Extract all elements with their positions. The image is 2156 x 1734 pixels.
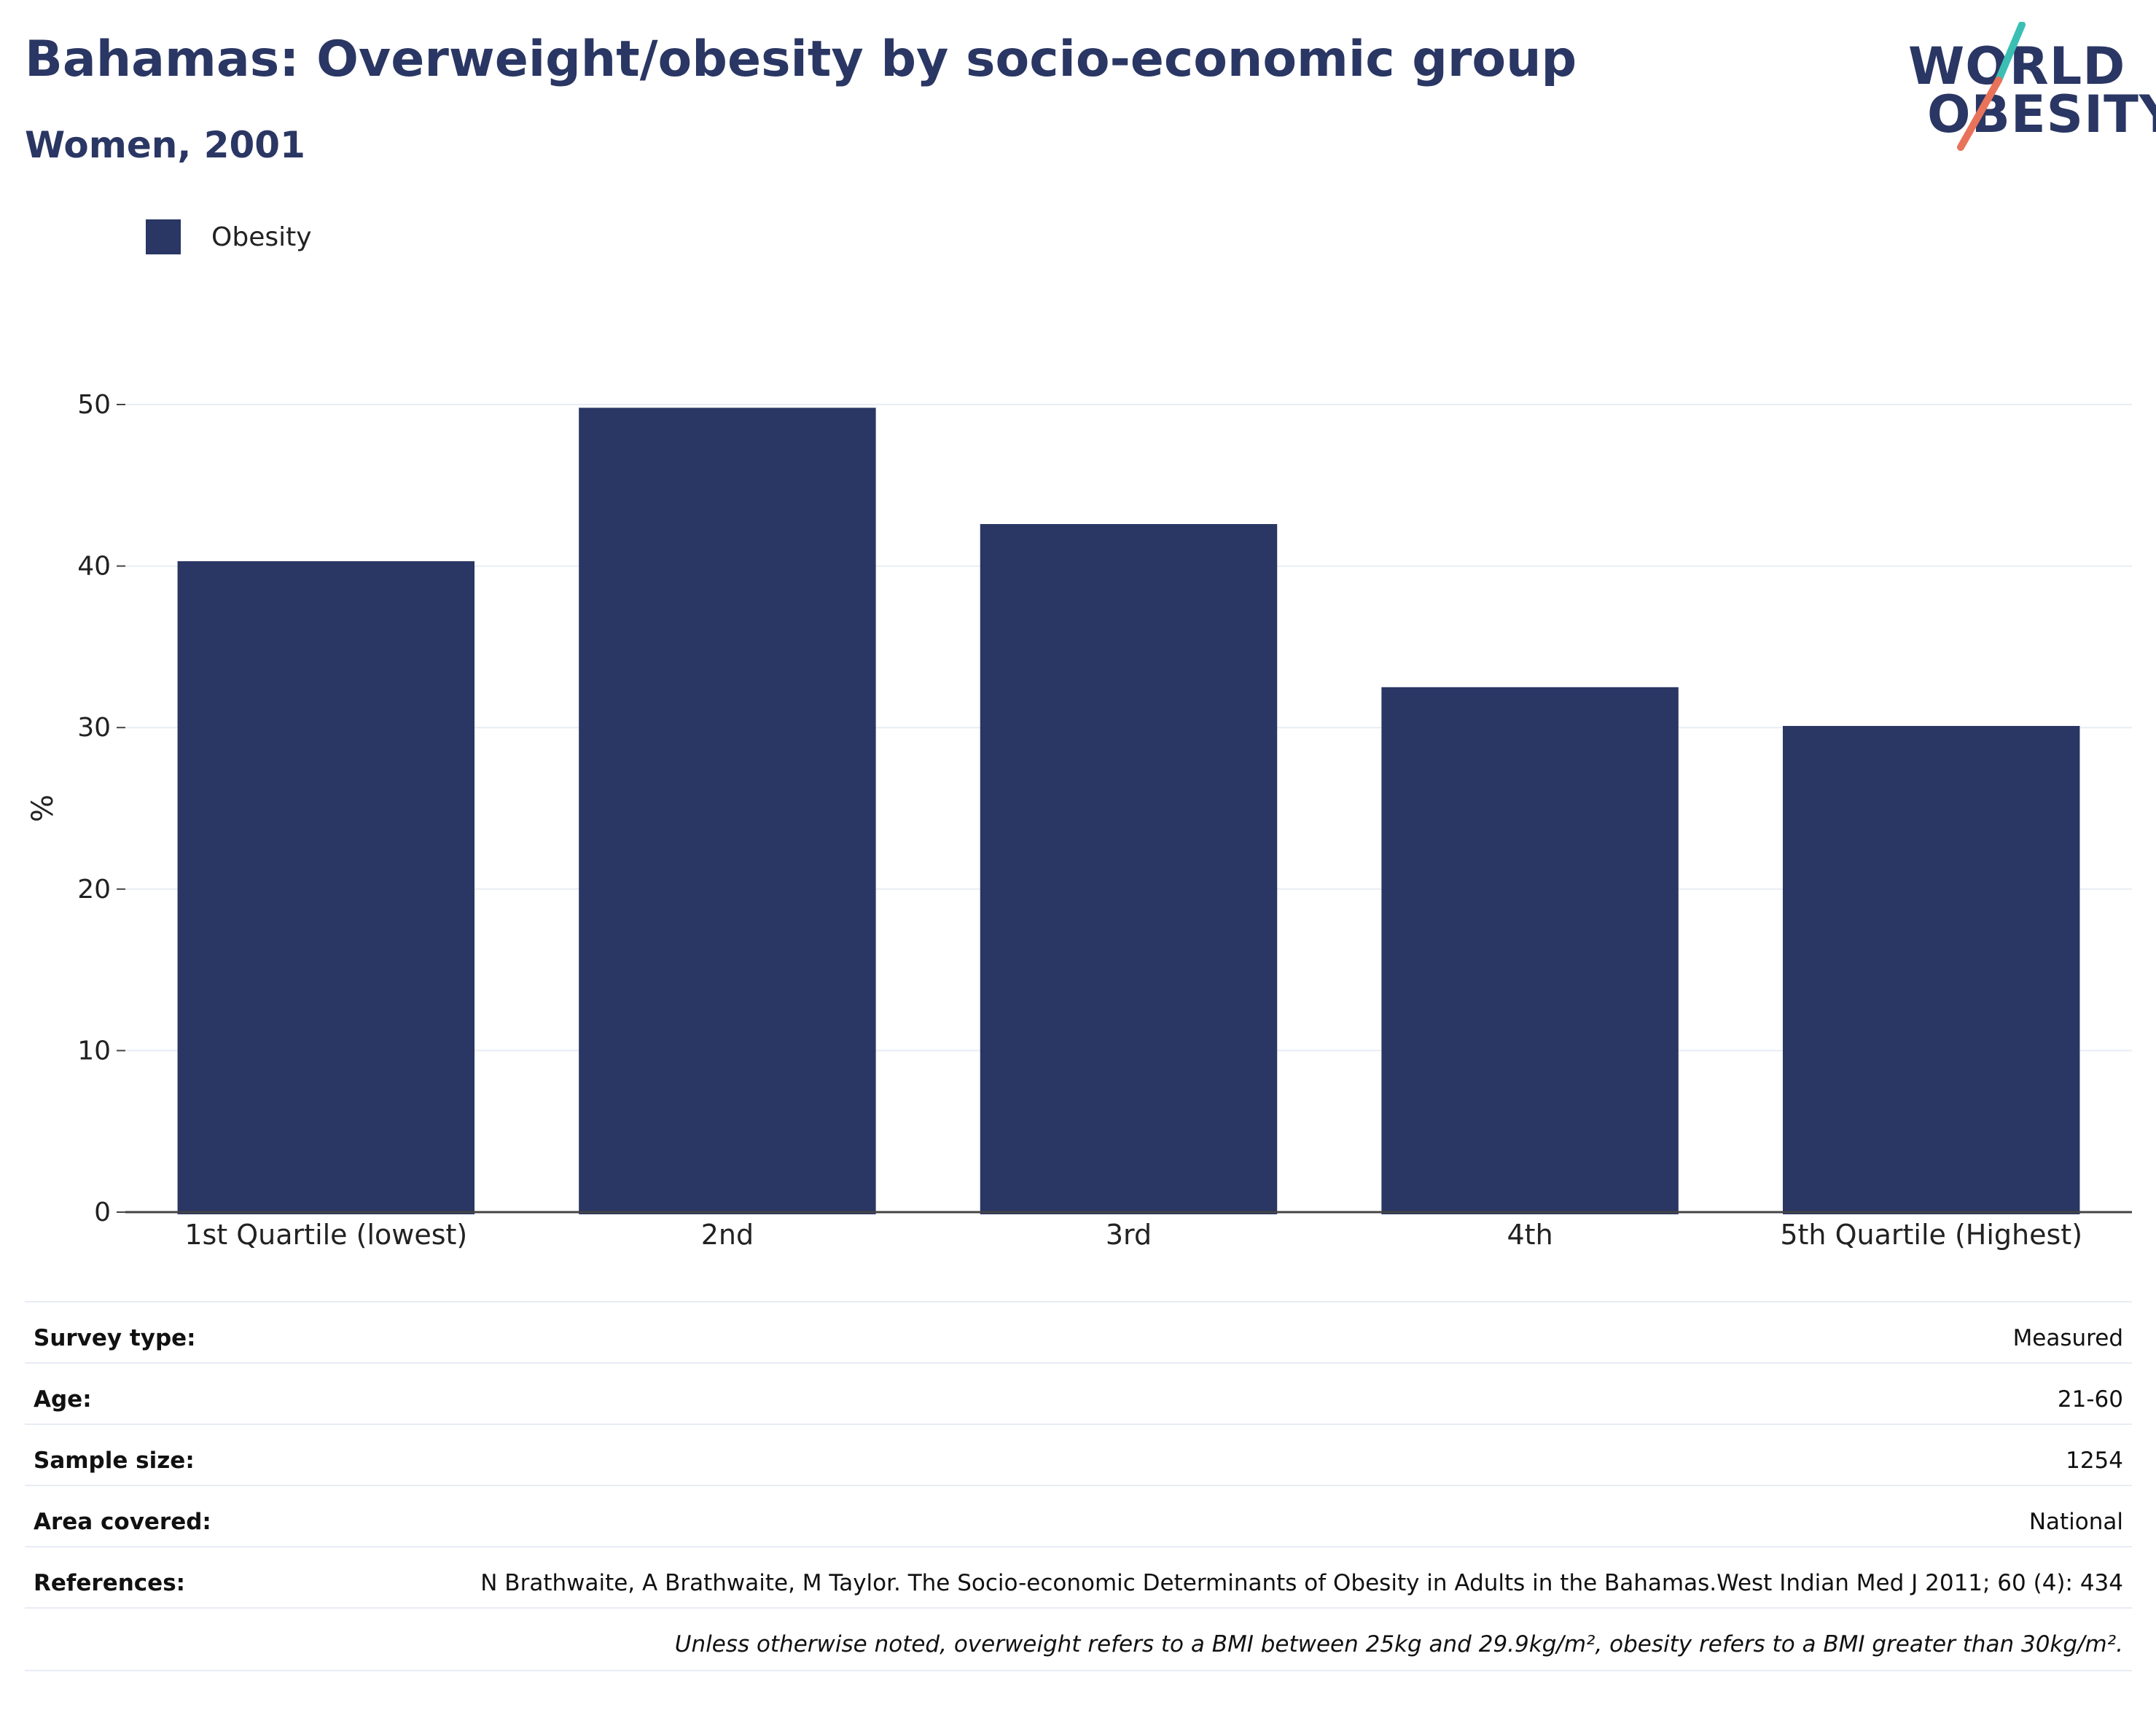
- y-tick-label: 10: [77, 1036, 111, 1066]
- logo-slash-icon: [1957, 22, 2026, 151]
- info-label: Area covered:: [25, 1485, 421, 1547]
- legend-swatch-obesity: [146, 219, 181, 254]
- logo-slash-teal: [1995, 22, 2026, 84]
- y-tick-label: 20: [77, 875, 111, 905]
- info-value: 1254: [421, 1423, 2132, 1485]
- bmi-definition-note: Unless otherwise noted, overweight refer…: [25, 1607, 2132, 1671]
- world-obesity-logo: WORLD OBESITY: [1902, 22, 2156, 153]
- bar-chart: 0 10 20 30 40 50% 1st Quartile (lowest) 2nd 3rd 4…: [26, 390, 2132, 1251]
- info-row: Area covered: National: [25, 1485, 2132, 1547]
- y-tick-label: 0: [94, 1198, 111, 1227]
- info-label: Sample size:: [25, 1423, 421, 1485]
- info-note-row: Unless otherwise noted, overweight refer…: [25, 1607, 2132, 1671]
- info-value: 21-60: [421, 1362, 2132, 1424]
- chart-title: Bahamas: Overweight/obesity by socio-eco…: [25, 31, 1577, 88]
- bar-5: [1782, 725, 2080, 1214]
- chart-subtitle: Women, 2001: [25, 124, 305, 166]
- bar-4: [1381, 687, 1679, 1214]
- survey-info-table: Survey type: Measured Age: 21-60 Sample size…: [25, 1301, 2132, 1671]
- y-tick-label: 30: [77, 713, 111, 743]
- bar-2: [579, 407, 876, 1214]
- y-tick-label: 50: [77, 390, 111, 420]
- info-row: Age: 21-60: [25, 1362, 2132, 1424]
- logo-word-obesity: OBESITY: [1927, 85, 2156, 144]
- legend-label-obesity: Obesity: [211, 222, 312, 252]
- chart-legend: Obesity: [146, 219, 312, 255]
- x-tick-label: 2nd: [701, 1219, 754, 1251]
- info-value: Measured: [421, 1301, 2132, 1363]
- info-label: Survey type:: [25, 1301, 421, 1363]
- bar-1: [177, 561, 475, 1214]
- x-tick-label: 4th: [1507, 1219, 1553, 1251]
- logo-slash-coral: [1957, 77, 2002, 151]
- info-row: Sample size: 1254: [25, 1423, 2132, 1485]
- info-label: References:: [25, 1546, 421, 1608]
- x-tick-label: 1st Quartile (lowest): [184, 1219, 467, 1251]
- x-tick-label: 3rd: [1106, 1219, 1152, 1251]
- logo-word-world: WORLD: [1908, 36, 2126, 96]
- info-value: N Brathwaite, A Brathwaite, M Taylor. Th…: [421, 1546, 2132, 1608]
- info-row: Survey type: Measured: [25, 1301, 2132, 1363]
- bar-3: [980, 523, 1278, 1214]
- info-value: National: [421, 1485, 2132, 1547]
- x-tick-label: 5th Quartile (Highest): [1780, 1219, 2082, 1251]
- y-axis-title: %: [26, 794, 60, 822]
- y-tick-label: 40: [77, 552, 111, 582]
- info-label: Age:: [25, 1362, 421, 1424]
- info-row: References: N Brathwaite, A Brathwaite, M…: [25, 1546, 2132, 1608]
